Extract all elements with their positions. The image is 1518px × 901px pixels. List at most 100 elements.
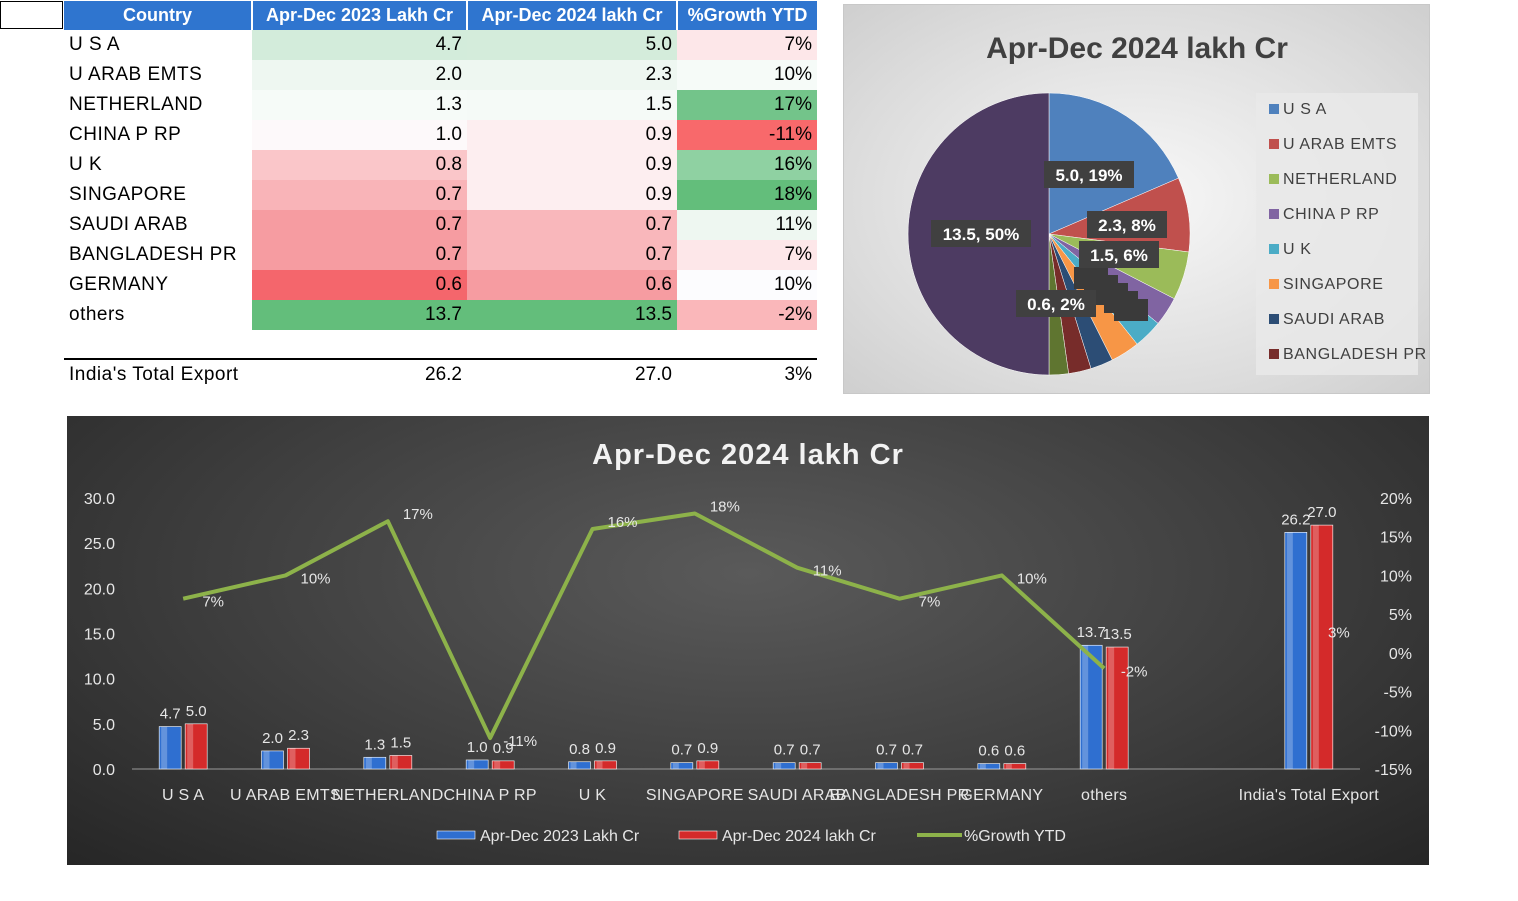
country-cell[interactable]: GERMANY [69, 274, 169, 295]
bar-2023[interactable] [1284, 532, 1308, 770]
total-2023-cell[interactable]: 26.2 [252, 358, 467, 390]
growth-cell[interactable]: 10% [677, 270, 817, 300]
country-cell[interactable]: U ARAB EMTS [69, 64, 203, 85]
bar-2023[interactable] [363, 756, 387, 770]
value-2023-cell[interactable]: 0.7 [252, 180, 467, 210]
bar-2023[interactable] [568, 761, 591, 770]
bar-2024[interactable] [1003, 763, 1027, 770]
bar-highlight [161, 726, 168, 769]
country-cell[interactable]: CHINA P RP [69, 124, 182, 145]
bar-2024[interactable] [1310, 524, 1334, 770]
legend-swatch [1269, 349, 1279, 359]
value-2023-cell[interactable]: 13.7 [252, 300, 467, 330]
value-2024-cell[interactable]: 0.6 [467, 270, 677, 300]
bar-2024[interactable] [491, 760, 515, 770]
header-2024[interactable]: Apr-Dec 2024 lakh Cr [467, 1, 678, 30]
pie-data-label-box [931, 220, 1031, 247]
header-country[interactable]: Country [64, 1, 253, 30]
table-row: U S A 4.7 5.0 7% [64, 30, 817, 60]
growth-cell[interactable]: 11% [677, 210, 817, 240]
bar-data-label: 0.6 [978, 743, 999, 760]
value-2023-cell[interactable]: 0.7 [252, 210, 467, 240]
total-2024-cell[interactable]: 27.0 [467, 358, 677, 390]
value-2024-cell[interactable]: 2.3 [467, 60, 677, 90]
country-cell[interactable]: U S A [69, 34, 121, 55]
growth-cell[interactable]: -2% [677, 300, 817, 330]
bar-2024[interactable] [389, 755, 413, 770]
bar-2023[interactable] [670, 762, 694, 770]
total-label-cell[interactable]: India's Total Export [64, 358, 252, 390]
growth-line[interactable] [182, 511, 1106, 741]
country-cell[interactable]: SAUDI ARAB [69, 214, 189, 235]
bar-2023[interactable] [261, 750, 284, 770]
bar-2023[interactable] [158, 726, 182, 770]
header-2023[interactable]: Apr-Dec 2023 Lakh Cr [252, 1, 468, 30]
growth-cell[interactable]: 17% [677, 90, 817, 120]
growth-cell[interactable]: 7% [677, 240, 817, 270]
left-axis-tick: 30.0 [84, 491, 115, 508]
bar-2024[interactable] [184, 723, 208, 770]
growth-cell[interactable]: 18% [677, 180, 817, 210]
bar-2024[interactable] [287, 747, 310, 770]
growth-cell[interactable]: 10% [677, 60, 817, 90]
table-row: U ARAB EMTS 2.0 2.3 10% [64, 60, 817, 90]
bar-2023[interactable] [875, 762, 898, 770]
bar-highlight [1286, 532, 1293, 769]
pie-chart-panel[interactable]: Apr-Dec 2024 lakh Cr 5.0, 19% 2.3, 8% 1.5,… [843, 4, 1430, 394]
bar-2024[interactable] [594, 760, 617, 770]
right-axis-tick: 15% [1380, 530, 1412, 547]
country-cell[interactable]: SINGAPORE [69, 184, 187, 205]
x-axis-label: GERMANY [960, 787, 1043, 804]
value-2024-cell[interactable]: 1.5 [467, 90, 677, 120]
table-row: U K 0.8 0.9 16% [64, 150, 817, 180]
value-2024-cell[interactable]: 0.7 [467, 240, 677, 270]
bar-2024[interactable] [1105, 646, 1129, 770]
bar-2023[interactable] [465, 759, 489, 770]
value-2024-cell[interactable]: 0.9 [467, 180, 677, 210]
table-header-row: Country Apr-Dec 2023 Lakh Cr Apr-Dec 202… [64, 1, 817, 30]
value-2024-cell[interactable]: 0.9 [467, 120, 677, 150]
value-2024-cell[interactable]: 0.9 [467, 150, 677, 180]
bar-data-label: 0.7 [902, 742, 923, 759]
bar-2023[interactable] [977, 763, 1001, 770]
bar-data-label: 26.2 [1281, 511, 1310, 528]
value-2024-cell[interactable]: 13.5 [467, 300, 677, 330]
pie-data-label: 5.0, 19% [1055, 166, 1122, 185]
growth-cell[interactable]: 16% [677, 150, 817, 180]
bar-highlight [365, 757, 372, 769]
combo-chart-panel[interactable]: Apr-Dec 2024 lakh Cr 0.0 5.0 10.0 15.0 20.0 2… [67, 416, 1429, 865]
value-2023-cell[interactable]: 0.8 [252, 150, 467, 180]
growth-cell[interactable]: -11% [677, 120, 817, 150]
bar-2024[interactable] [798, 762, 822, 770]
growth-data-label: 3% [1328, 625, 1350, 642]
value-2023-cell[interactable]: 4.7 [252, 30, 467, 60]
x-axis-label: SINGAPORE [646, 787, 744, 804]
bar-highlight [979, 763, 986, 769]
value-2023-cell[interactable]: 1.0 [252, 120, 467, 150]
bar-highlight [1082, 645, 1089, 769]
bar-2024[interactable] [696, 760, 720, 770]
growth-cell[interactable]: 7% [677, 30, 817, 60]
bar-2024[interactable] [901, 762, 924, 770]
country-cell[interactable]: BANGLADESH PR [69, 244, 238, 265]
bar-2023[interactable] [1079, 644, 1103, 770]
value-2023-cell[interactable]: 0.7 [252, 240, 467, 270]
total-growth-cell[interactable]: 3% [677, 358, 817, 390]
value-2024-cell[interactable]: 5.0 [467, 30, 677, 60]
country-cell[interactable]: NETHERLAND [69, 94, 203, 115]
value-2023-cell[interactable]: 1.3 [252, 90, 467, 120]
country-cell[interactable]: others [69, 304, 125, 325]
value-2023-cell[interactable]: 0.6 [252, 270, 467, 300]
header-growth[interactable]: %Growth YTD [677, 1, 817, 30]
legend-label: U K [1283, 241, 1311, 258]
blank-corner-cell[interactable] [0, 1, 63, 29]
bar-data-label: 0.7 [800, 742, 821, 759]
bar-data-label: 5.0 [186, 703, 207, 720]
value-2023-cell[interactable]: 2.0 [252, 60, 467, 90]
legend-swatch [1269, 104, 1279, 114]
bar-2023[interactable] [772, 762, 796, 770]
bar-highlight [289, 748, 296, 769]
legend-label: SAUDI ARAB [1283, 311, 1385, 328]
value-2024-cell[interactable]: 0.7 [467, 210, 677, 240]
country-cell[interactable]: U K [69, 154, 103, 175]
